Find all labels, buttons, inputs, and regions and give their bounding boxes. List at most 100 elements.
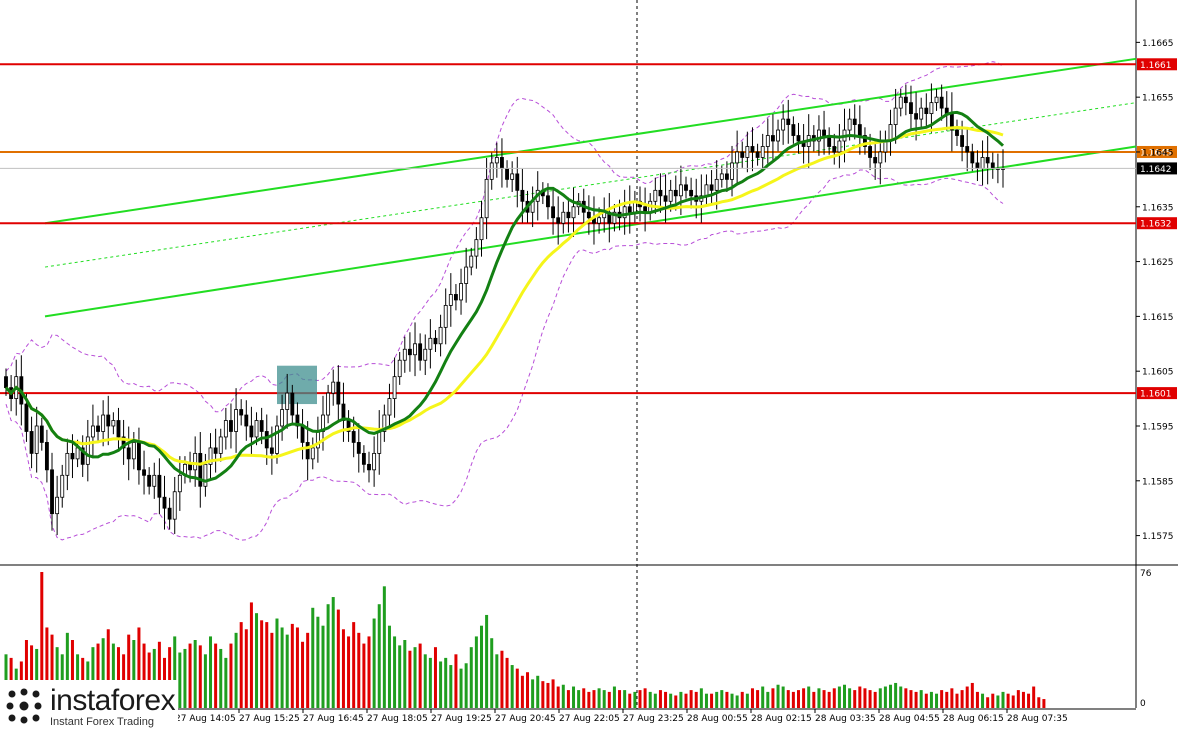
- candle-body: [116, 420, 121, 438]
- candle: [213, 428, 218, 473]
- volume-bar: [715, 691, 719, 708]
- candle: [131, 432, 136, 470]
- volume-bar: [883, 686, 887, 708]
- candle: [229, 403, 233, 449]
- candle-body: [65, 452, 70, 476]
- candle-body: [367, 463, 371, 471]
- candle: [740, 141, 745, 168]
- volume-bar: [311, 607, 315, 708]
- candle-body: [29, 431, 34, 454]
- candle: [326, 384, 331, 424]
- candle-body: [985, 157, 990, 164]
- candle-body: [290, 392, 295, 416]
- candle: [454, 284, 458, 311]
- volume-bar: [301, 641, 305, 708]
- candle-body: [658, 189, 663, 197]
- candle: [96, 415, 100, 442]
- volume-max-label: 76: [1140, 569, 1152, 579]
- candle-body: [249, 425, 254, 438]
- candle-body: [351, 431, 356, 443]
- volume-bar: [214, 643, 218, 708]
- candle: [448, 273, 453, 327]
- level-label-bg: [1137, 387, 1177, 400]
- candle: [735, 130, 740, 185]
- candle-body: [663, 195, 668, 202]
- candle: [39, 417, 44, 451]
- candle: [372, 436, 377, 487]
- price-axis-layer: 1.16651.16551.16451.16351.16251.16151.16…: [0, 39, 1177, 542]
- volume-bar: [280, 627, 284, 708]
- candle-body: [837, 140, 842, 153]
- candle: [413, 322, 417, 377]
- candle-body: [612, 211, 617, 224]
- volume-bar: [326, 604, 330, 708]
- instaforex-logo-icon: [6, 688, 42, 724]
- candle: [975, 150, 980, 182]
- candle: [50, 452, 54, 531]
- candle: [551, 189, 555, 235]
- level-label: 1.1645: [1140, 148, 1172, 158]
- candle-body: [377, 431, 382, 454]
- candle-body: [229, 420, 233, 432]
- candle: [709, 170, 714, 206]
- time-tick-label: 27 Aug 23:25: [623, 714, 684, 724]
- candle-body: [878, 151, 883, 164]
- moving-averages-layer: [4, 110, 1005, 483]
- volume-min-label: 0: [1140, 699, 1146, 709]
- candle-body: [413, 343, 417, 356]
- volume-bar: [843, 684, 847, 708]
- candle: [111, 412, 116, 435]
- volume-bar: [868, 690, 872, 708]
- candle: [34, 406, 39, 473]
- candle-body: [627, 206, 632, 213]
- candle: [137, 427, 141, 485]
- price-tick-label: 1.1655: [1142, 94, 1174, 104]
- volume-bar: [65, 632, 69, 708]
- candle: [755, 143, 760, 166]
- candle: [65, 438, 70, 491]
- candle: [530, 186, 535, 228]
- candle-body: [361, 452, 366, 465]
- candle-body: [24, 403, 29, 432]
- candle: [407, 332, 412, 372]
- candle: [586, 195, 591, 235]
- candle-body: [111, 420, 116, 427]
- volume-bar: [592, 690, 596, 708]
- candle: [198, 432, 203, 508]
- price-tick-label: 1.1605: [1142, 368, 1174, 378]
- candle-body: [259, 420, 264, 432]
- candle: [305, 421, 310, 481]
- volume-bar: [766, 691, 770, 708]
- candle-body: [454, 294, 458, 301]
- candle-body: [264, 431, 269, 449]
- volume-bar: [96, 643, 100, 708]
- volume-bar: [70, 640, 74, 708]
- volume-bar: [970, 682, 974, 708]
- volume-bar: [786, 690, 790, 708]
- candle: [208, 433, 213, 480]
- candle-body: [244, 414, 249, 427]
- candle: [4, 368, 8, 396]
- volume-bar: [244, 629, 248, 708]
- volume-bar: [618, 690, 622, 708]
- candle-body: [300, 425, 305, 443]
- volume-bar: [260, 620, 264, 708]
- candle-body: [443, 305, 448, 328]
- volume-bar: [1011, 695, 1015, 708]
- volume-bar: [771, 688, 775, 708]
- candle-body: [653, 189, 658, 202]
- candle: [249, 406, 254, 457]
- volume-bar: [853, 690, 857, 708]
- volume-bar: [341, 629, 345, 708]
- candle: [142, 450, 146, 495]
- volume-bar: [116, 647, 120, 708]
- volume-bar: [694, 691, 698, 708]
- candle: [919, 97, 924, 130]
- candle: [955, 119, 959, 146]
- volume-bar: [352, 622, 356, 708]
- time-tick-label: 27 Aug 14:05: [175, 714, 236, 724]
- candle: [796, 122, 801, 154]
- candle: [571, 187, 576, 237]
- candle-body: [172, 491, 177, 520]
- volume-bar: [101, 638, 105, 708]
